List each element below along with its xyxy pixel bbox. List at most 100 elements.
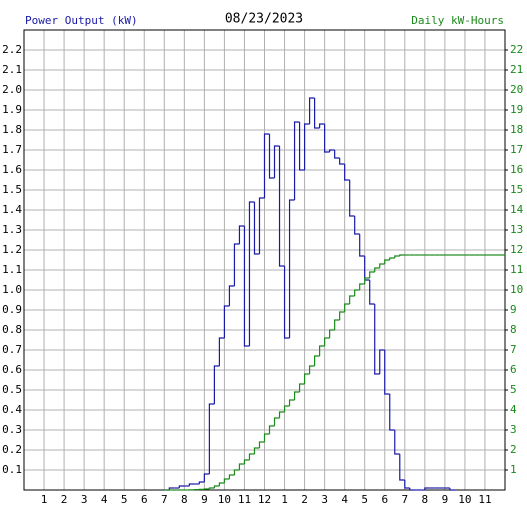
step-segment bbox=[359, 234, 365, 257]
step-segment bbox=[344, 164, 350, 181]
step-segment bbox=[354, 216, 360, 235]
y-tick-label: 0.7 bbox=[2, 343, 22, 356]
step-segment bbox=[213, 365, 220, 404]
step-segment bbox=[228, 285, 235, 306]
x-tick-label: 6 bbox=[381, 493, 388, 506]
y2-tick-label: 4 bbox=[510, 403, 517, 416]
step-segment bbox=[354, 289, 360, 296]
y-tick-label: 0.8 bbox=[2, 323, 22, 336]
step-segment bbox=[379, 263, 385, 268]
x-tick-label: 11 bbox=[238, 493, 251, 506]
step-segment bbox=[329, 149, 335, 152]
y2-tick-label: 5 bbox=[510, 383, 517, 396]
step-segment bbox=[399, 254, 405, 256]
step-segment bbox=[314, 355, 320, 366]
step-segment bbox=[198, 481, 205, 484]
step-segment bbox=[268, 134, 275, 179]
step-segment bbox=[379, 349, 385, 374]
x-tick-label: 1 bbox=[281, 493, 288, 506]
x-tick-label: 6 bbox=[141, 493, 148, 506]
step-segment bbox=[238, 463, 245, 470]
step-segment bbox=[369, 280, 375, 305]
y-tick-label: 1.6 bbox=[2, 163, 22, 176]
step-segment bbox=[314, 98, 320, 129]
x-tick-label: 1 bbox=[41, 493, 48, 506]
y2-tick-label: 11 bbox=[510, 263, 523, 276]
step-segment bbox=[243, 459, 250, 464]
x-tick-label: 5 bbox=[361, 493, 368, 506]
step-segment bbox=[288, 399, 295, 406]
y-tick-label: 0.3 bbox=[2, 423, 22, 436]
step-segment bbox=[218, 482, 225, 486]
y-tick-label: 1.3 bbox=[2, 223, 22, 236]
step-segment bbox=[248, 201, 255, 346]
step-segment bbox=[339, 158, 345, 165]
step-segment bbox=[293, 121, 300, 200]
y2-tick-label: 18 bbox=[510, 123, 523, 136]
x-tick-label: 2 bbox=[61, 493, 68, 506]
step-segment bbox=[188, 483, 195, 486]
y2-tick-label: 6 bbox=[510, 363, 517, 376]
step-segment bbox=[349, 180, 355, 217]
plot-border bbox=[23, 29, 506, 491]
step-segment bbox=[334, 150, 340, 159]
step-segment bbox=[258, 441, 265, 448]
y2-tick-label: 15 bbox=[510, 183, 523, 196]
step-segment bbox=[303, 123, 310, 170]
y-tick-label: 0.4 bbox=[2, 403, 22, 416]
y-tick-label: 1.7 bbox=[2, 143, 22, 156]
step-segment bbox=[203, 473, 210, 482]
step-segment bbox=[208, 487, 215, 489]
step-segment bbox=[404, 480, 410, 489]
y2-tick-label: 3 bbox=[510, 423, 517, 436]
step-segment bbox=[319, 123, 325, 128]
y2-tick-label: 14 bbox=[510, 203, 524, 216]
y-tick-label: 1.1 bbox=[2, 263, 22, 276]
step-segment bbox=[344, 303, 350, 312]
x-tick-label: 10 bbox=[458, 493, 471, 506]
step-segment bbox=[334, 319, 340, 330]
x-tick-label: 2 bbox=[301, 493, 308, 506]
y-tick-label: 0.6 bbox=[2, 363, 22, 376]
step-segment bbox=[394, 255, 400, 258]
step-segment bbox=[298, 122, 305, 171]
y-tick-label: 2.0 bbox=[2, 83, 22, 96]
y-tick-label: 1.4 bbox=[2, 203, 22, 216]
x-tick-label: 9 bbox=[201, 493, 208, 506]
step-segment bbox=[253, 202, 260, 255]
x-tick-label: 3 bbox=[321, 493, 328, 506]
step-segment bbox=[268, 425, 275, 434]
step-segment bbox=[273, 145, 280, 178]
x-tick-label: 5 bbox=[121, 493, 128, 506]
x-tick-label: 3 bbox=[81, 493, 88, 506]
step-segment bbox=[308, 365, 315, 374]
y-tick-label: 1.5 bbox=[2, 183, 22, 196]
y-tick-label: 1.9 bbox=[2, 103, 22, 116]
step-segment bbox=[374, 267, 380, 272]
step-segment bbox=[449, 488, 455, 491]
step-segment bbox=[324, 337, 330, 346]
x-tick-label: 10 bbox=[218, 493, 231, 506]
step-segment bbox=[319, 345, 325, 356]
y-axis-label: Power Output (kW) bbox=[25, 14, 138, 27]
y-tick-label: 1.2 bbox=[2, 243, 22, 256]
y2-tick-label: 21 bbox=[510, 63, 523, 76]
y-tick-label: 0.9 bbox=[2, 303, 22, 316]
step-segment bbox=[329, 329, 335, 338]
x-tick-label: 9 bbox=[442, 493, 449, 506]
step-segment bbox=[243, 226, 250, 347]
step-segment bbox=[178, 485, 185, 488]
step-segment bbox=[359, 283, 365, 290]
step-segment bbox=[324, 124, 330, 153]
y-tick-label: 0.5 bbox=[2, 383, 22, 396]
y-tick-label: 2.2 bbox=[2, 43, 22, 56]
y2-tick-label: 13 bbox=[510, 223, 523, 236]
step-segment bbox=[278, 146, 285, 267]
step-segment bbox=[223, 305, 230, 338]
y2-tick-label: 19 bbox=[510, 103, 523, 116]
step-segment bbox=[293, 391, 300, 400]
x-tick-label: 8 bbox=[181, 493, 188, 506]
step-segment bbox=[349, 295, 355, 304]
